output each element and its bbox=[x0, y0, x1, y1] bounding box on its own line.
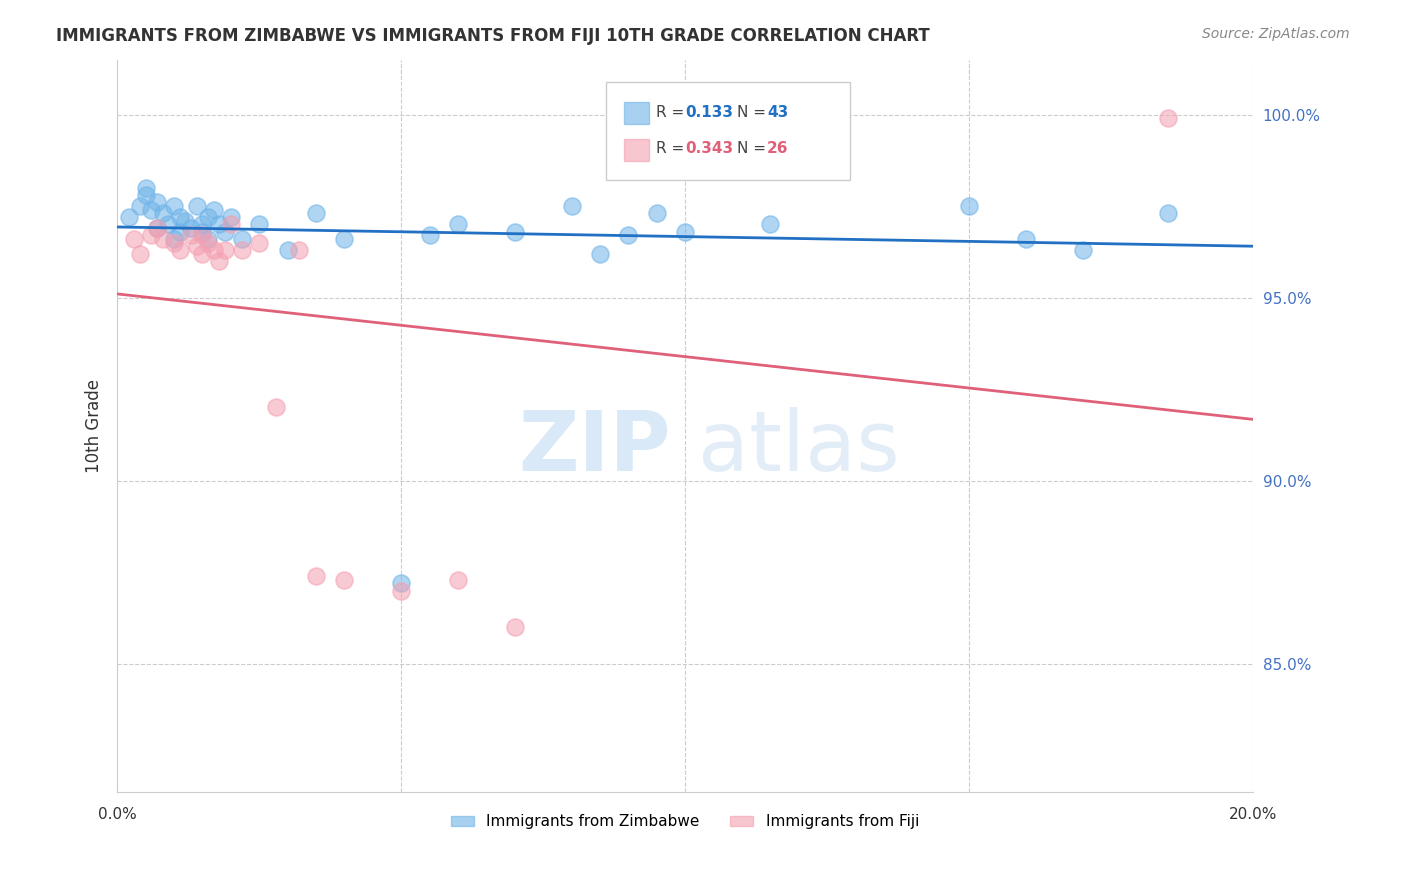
Point bbox=[163, 232, 186, 246]
FancyBboxPatch shape bbox=[606, 81, 849, 180]
Point bbox=[305, 569, 328, 583]
Point bbox=[447, 218, 470, 232]
Point bbox=[191, 218, 214, 232]
Point bbox=[333, 573, 356, 587]
Point bbox=[389, 576, 412, 591]
Point bbox=[186, 239, 208, 253]
Point bbox=[503, 620, 526, 634]
Point bbox=[208, 254, 231, 268]
Point bbox=[247, 218, 270, 232]
Point bbox=[219, 210, 242, 224]
Text: 20.0%: 20.0% bbox=[1229, 806, 1277, 822]
Point bbox=[191, 246, 214, 260]
Point bbox=[141, 228, 163, 243]
Text: N =: N = bbox=[737, 142, 772, 156]
Point bbox=[129, 246, 152, 260]
Point bbox=[264, 401, 287, 415]
Point bbox=[122, 232, 145, 246]
Text: 0.343: 0.343 bbox=[685, 142, 733, 156]
Point bbox=[197, 210, 219, 224]
Text: atlas: atlas bbox=[697, 408, 900, 488]
Point bbox=[152, 206, 174, 220]
Point bbox=[1015, 232, 1038, 246]
Point bbox=[146, 221, 169, 235]
Point bbox=[617, 228, 640, 243]
Point bbox=[146, 195, 169, 210]
Point bbox=[288, 243, 311, 257]
Point bbox=[169, 225, 191, 239]
Point bbox=[447, 573, 470, 587]
Point bbox=[191, 228, 214, 243]
Point bbox=[759, 218, 782, 232]
Point bbox=[333, 232, 356, 246]
Point bbox=[141, 202, 163, 217]
Point bbox=[277, 243, 299, 257]
Point bbox=[186, 199, 208, 213]
Point bbox=[180, 221, 202, 235]
Point bbox=[197, 232, 219, 246]
Point bbox=[152, 232, 174, 246]
Text: IMMIGRANTS FROM ZIMBABWE VS IMMIGRANTS FROM FIJI 10TH GRADE CORRELATION CHART: IMMIGRANTS FROM ZIMBABWE VS IMMIGRANTS F… bbox=[56, 27, 929, 45]
Point bbox=[174, 213, 197, 227]
Point bbox=[418, 228, 440, 243]
Text: Source: ZipAtlas.com: Source: ZipAtlas.com bbox=[1202, 27, 1350, 41]
Text: R =: R = bbox=[655, 142, 689, 156]
Text: 0.0%: 0.0% bbox=[98, 806, 136, 822]
Text: 43: 43 bbox=[766, 105, 789, 120]
Point bbox=[1157, 111, 1180, 125]
Point bbox=[1157, 206, 1180, 220]
Text: ZIP: ZIP bbox=[517, 408, 671, 488]
Point bbox=[1071, 243, 1094, 257]
FancyBboxPatch shape bbox=[624, 138, 648, 161]
FancyBboxPatch shape bbox=[624, 102, 648, 124]
Legend: Immigrants from Zimbabwe, Immigrants from Fiji: Immigrants from Zimbabwe, Immigrants fro… bbox=[446, 808, 925, 836]
Point bbox=[247, 235, 270, 250]
Point bbox=[231, 243, 253, 257]
Point bbox=[157, 218, 180, 232]
Text: R =: R = bbox=[655, 105, 689, 120]
Point bbox=[169, 243, 191, 257]
Point bbox=[117, 210, 139, 224]
Point bbox=[146, 221, 169, 235]
Text: 0.133: 0.133 bbox=[685, 105, 733, 120]
Point bbox=[135, 188, 157, 202]
Point bbox=[135, 180, 157, 194]
Point bbox=[389, 583, 412, 598]
Y-axis label: 10th Grade: 10th Grade bbox=[86, 379, 103, 473]
Point bbox=[231, 232, 253, 246]
Point bbox=[180, 228, 202, 243]
Point bbox=[163, 199, 186, 213]
Point bbox=[163, 235, 186, 250]
Point bbox=[202, 243, 225, 257]
Point bbox=[503, 225, 526, 239]
Text: N =: N = bbox=[737, 105, 772, 120]
Text: 26: 26 bbox=[766, 142, 789, 156]
Point bbox=[197, 235, 219, 250]
Point bbox=[219, 218, 242, 232]
Point bbox=[129, 199, 152, 213]
Point bbox=[589, 246, 612, 260]
Point bbox=[214, 225, 236, 239]
Point bbox=[214, 243, 236, 257]
Point bbox=[208, 218, 231, 232]
Point bbox=[560, 199, 582, 213]
Point bbox=[673, 225, 696, 239]
Point bbox=[202, 202, 225, 217]
Point bbox=[191, 225, 214, 239]
Point bbox=[957, 199, 980, 213]
Point bbox=[169, 210, 191, 224]
Point bbox=[305, 206, 328, 220]
Point bbox=[645, 206, 668, 220]
